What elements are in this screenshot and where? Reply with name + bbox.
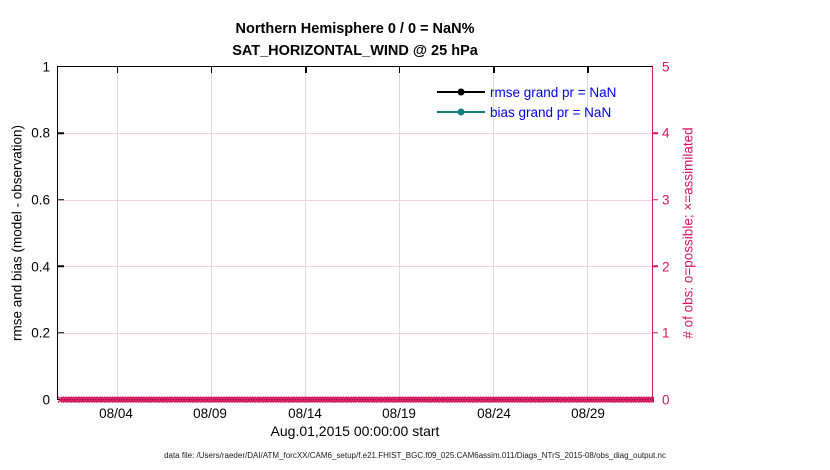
rmse-line-sample — [437, 88, 485, 96]
left-axis-tick-label: 0.4 — [31, 259, 50, 275]
left-axis-tick-label: 0.2 — [31, 325, 50, 341]
gridline-vertical — [493, 67, 495, 399]
left-tick-mark — [58, 331, 64, 334]
x-tick-mark — [493, 67, 495, 73]
left-tick-mark — [58, 199, 64, 201]
right-axis-tick-label: 3 — [662, 192, 670, 208]
x-axis-tick-label: 08/24 — [477, 406, 511, 421]
data-file-path: data file: /Users/raeder/DAI/ATM_forcXX/… — [164, 451, 666, 460]
right-tick-mark — [652, 331, 658, 334]
right-axis-tick-label: 2 — [662, 259, 670, 275]
x-axis-tick-label: 08/29 — [571, 406, 605, 421]
right-axis-tick-label: 4 — [662, 125, 670, 141]
x-axis-tick-label: 08/19 — [382, 406, 416, 421]
gridline-vertical — [398, 67, 400, 399]
rmse-marker-icon — [457, 88, 465, 96]
right-tick-mark — [652, 265, 658, 267]
left-tick-mark — [58, 132, 64, 135]
right-axis-tick-label: 5 — [662, 59, 670, 75]
gridline-horizontal — [58, 266, 652, 268]
x-axis-label: Aug.01,2015 00:00:00 start — [270, 423, 440, 439]
gridline-horizontal — [58, 133, 652, 135]
bias-line-sample — [437, 108, 485, 116]
legend-entry-rmse: rmse grand pr = NaN — [437, 82, 616, 102]
gridline-horizontal — [58, 332, 652, 334]
right-tick-mark — [652, 199, 658, 201]
plot-area — [57, 66, 658, 400]
left-tick-mark — [58, 265, 64, 267]
legend: rmse grand pr = NaN bias grand pr = NaN — [437, 82, 616, 122]
obs-count-marker-band: ××××××××××××××××××××××××××××××××××××××××… — [57, 394, 654, 407]
x-tick-mark — [398, 67, 401, 73]
right-axis-tick-label: 0 — [662, 392, 670, 408]
left-axis-tick-label: 1 — [42, 59, 50, 75]
gridline-vertical — [116, 67, 118, 399]
x-axis-tick-label: 08/09 — [193, 406, 227, 421]
left-axis-tick-label: 0.8 — [31, 125, 50, 141]
right-tick-mark — [652, 132, 658, 135]
x-tick-mark — [305, 67, 307, 73]
left-y-axis-label: rmse and bias (model - observation) — [9, 124, 25, 342]
x-axis-tick-label: 08/14 — [288, 406, 322, 421]
left-axis-tick-label: 0.6 — [31, 192, 50, 208]
plot-title-line2: SAT_HORIZONTAL_WIND @ 25 hPa — [232, 43, 478, 59]
plot-title-line1: Northern Hemisphere 0 / 0 = NaN% — [235, 21, 475, 37]
bias-marker-icon — [457, 108, 465, 116]
gridline-horizontal — [58, 199, 652, 201]
gridline-vertical — [587, 67, 589, 399]
x-tick-mark — [210, 67, 213, 73]
legend-label-bias: bias grand pr = NaN — [490, 104, 612, 120]
right-axis-tick-label: 1 — [662, 325, 670, 341]
x-axis-tick-label: 08/04 — [99, 406, 133, 421]
x-tick-mark — [116, 67, 119, 73]
gridline-vertical — [210, 67, 212, 399]
gridline-vertical — [305, 67, 307, 399]
legend-entry-bias: bias grand pr = NaN — [437, 102, 616, 122]
right-y-axis-label: # of obs: o=possible; ×=assimilated — [680, 127, 696, 339]
legend-label-rmse: rmse grand pr = NaN — [490, 84, 617, 100]
x-tick-mark — [587, 67, 589, 73]
left-axis-tick-label: 0 — [42, 392, 50, 408]
